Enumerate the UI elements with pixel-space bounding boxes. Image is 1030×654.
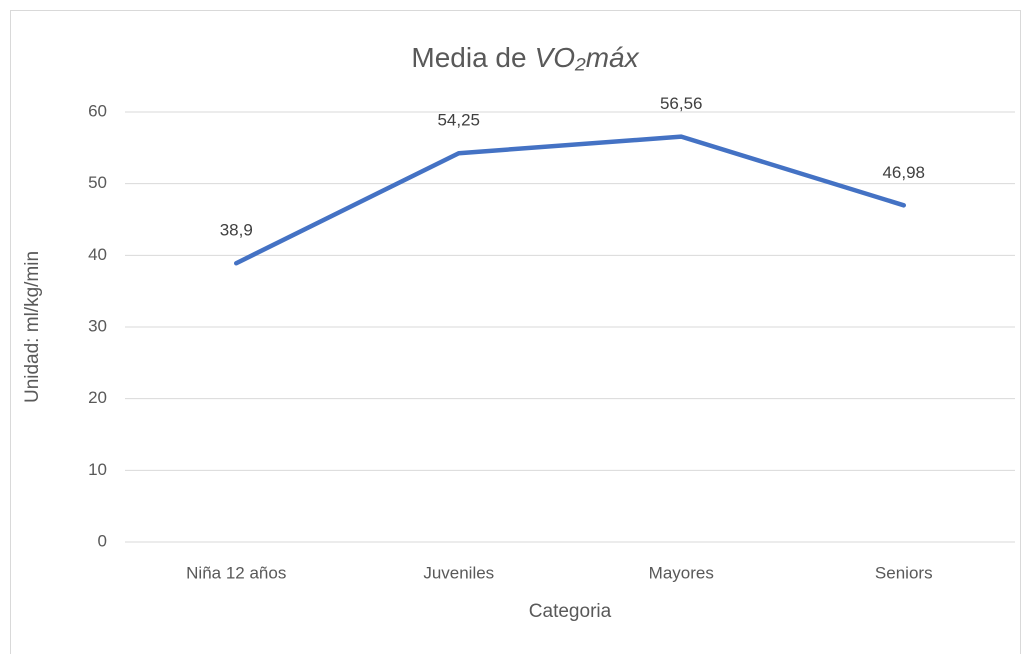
x-tick-label: Seniors: [875, 563, 933, 582]
y-tick-label: 40: [88, 245, 107, 264]
title-part: VO₂máx: [535, 42, 640, 73]
y-tick-label: 10: [88, 460, 107, 479]
data-label: 38,9: [220, 221, 253, 240]
y-tick-label: 20: [88, 388, 107, 407]
x-tick-label: Juveniles: [423, 563, 494, 582]
data-label: 56,56: [660, 94, 703, 113]
data-label: 46,98: [882, 163, 925, 182]
y-tick-label: 60: [88, 101, 107, 120]
x-tick-label: Niña 12 años: [186, 563, 286, 582]
chart-border: [10, 10, 1021, 654]
title-part: Media de: [411, 42, 526, 73]
chart-title: Media de VO₂máx: [411, 42, 639, 73]
line-series: [234, 134, 906, 266]
y-tick-label: 30: [88, 316, 107, 335]
data-label: 54,25: [437, 111, 480, 130]
y-axis-title: Unidad: ml/kg/min: [22, 251, 43, 403]
y-tick-label: 50: [88, 173, 107, 192]
x-tick-label: Mayores: [649, 563, 714, 582]
y-tick-label: 0: [98, 531, 107, 550]
x-axis-title: Categoria: [529, 601, 612, 622]
